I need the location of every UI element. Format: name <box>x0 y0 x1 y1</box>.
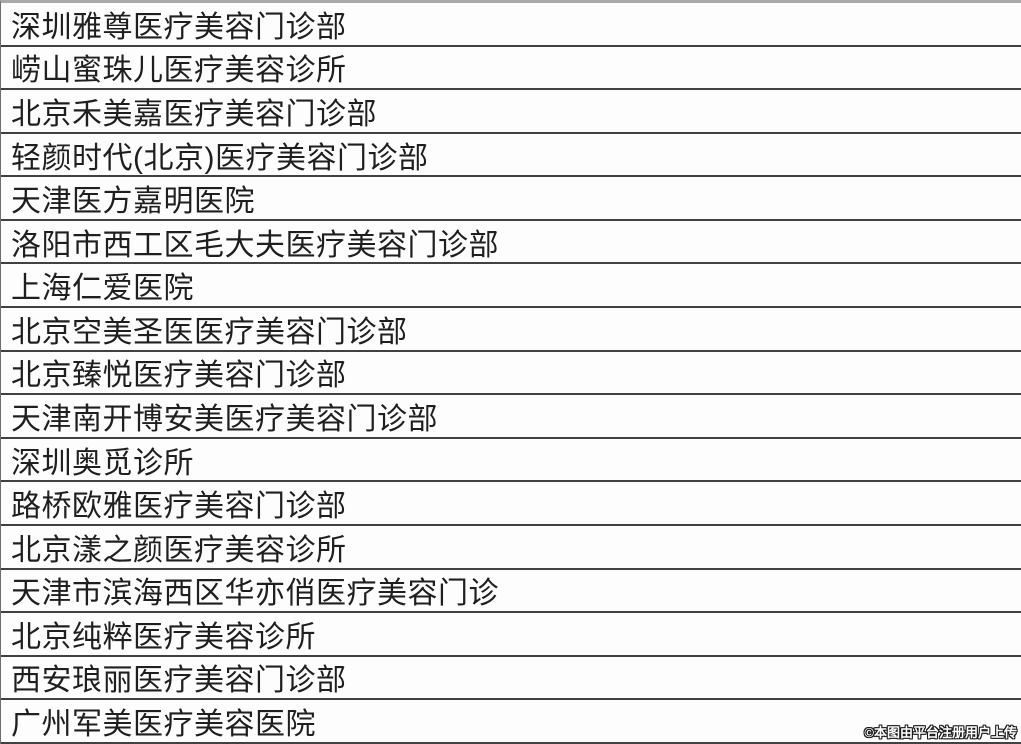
table-row: 深圳雅尊医疗美容门诊部 <box>1 3 1021 47</box>
table-row: 北京漾之颜医疗美容诊所 <box>1 526 1021 570</box>
table-row: 轻颜时代(北京)医疗美容门诊部 <box>1 134 1021 178</box>
table-row: 洛阳市西工区毛大夫医疗美容门诊部 <box>1 221 1021 265</box>
table-row: 崂山蜜珠儿医疗美容诊所 <box>1 47 1021 91</box>
table-row: 深圳奥觅诊所 <box>1 439 1021 483</box>
table-row: 北京禾美嘉医疗美容门诊部 <box>1 90 1021 134</box>
table-row: 路桥欧雅医疗美容门诊部 <box>1 482 1021 526</box>
table-row: 广州军美医疗美容医院 <box>1 700 1021 744</box>
table-row: 北京臻悦医疗美容门诊部 <box>1 352 1021 396</box>
table-row: 天津市滨海西区华亦俏医疗美容门诊 <box>1 570 1021 614</box>
table-row: 上海仁爱医院 <box>1 264 1021 309</box>
table-row: 西安琅丽医疗美容门诊部 <box>1 657 1021 701</box>
uploader-watermark: ©本图由平台注册用户上传 <box>864 725 1017 740</box>
table-row: 天津医方嘉明医院 <box>1 177 1021 221</box>
table-row: 北京空美圣医医疗美容门诊部 <box>1 308 1021 352</box>
table-row: 北京纯粹医疗美容诊所 <box>1 613 1021 657</box>
table-row: 天津南开博安美医疗美容门诊部 <box>1 395 1021 439</box>
